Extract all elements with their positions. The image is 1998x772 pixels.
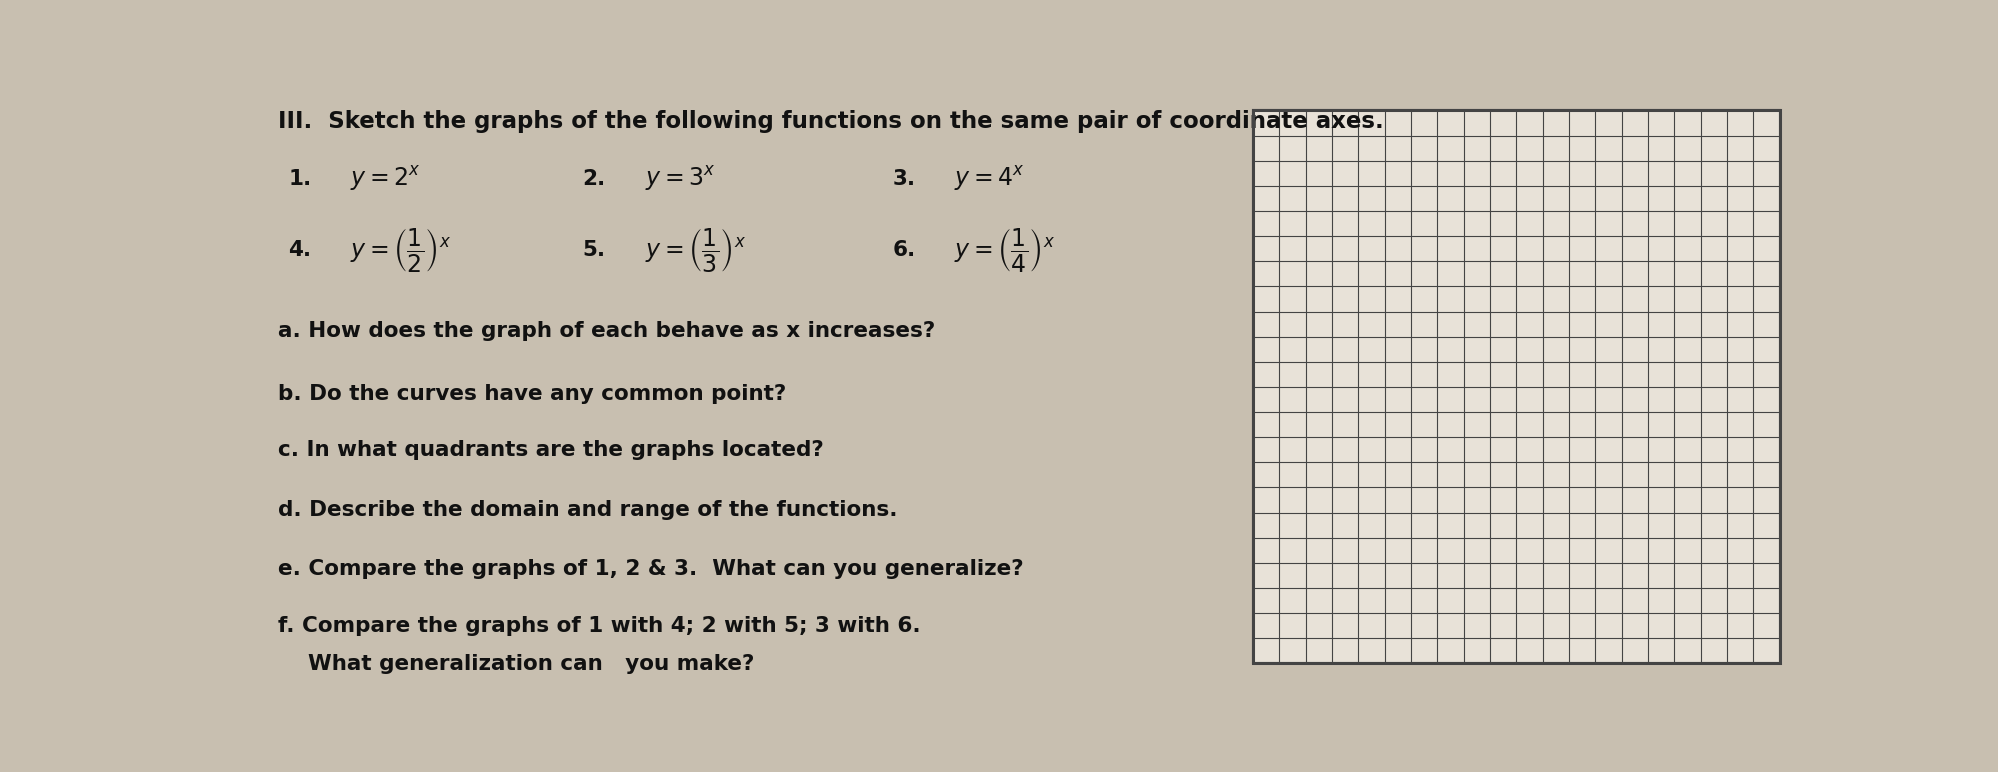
Text: $y = \left(\dfrac{1}{3}\right)^x$: $y = \left(\dfrac{1}{3}\right)^x$ xyxy=(645,226,745,274)
Text: What generalization can   you make?: What generalization can you make? xyxy=(278,655,753,675)
Text: III.  Sketch the graphs of the following functions on the same pair of coordinat: III. Sketch the graphs of the following … xyxy=(278,110,1383,134)
Text: $y = \left(\dfrac{1}{2}\right)^x$: $y = \left(\dfrac{1}{2}\right)^x$ xyxy=(350,226,452,274)
Text: 2.: 2. xyxy=(583,169,605,189)
Text: $y = 2^x$: $y = 2^x$ xyxy=(350,164,422,193)
Text: c. In what quadrants are the graphs located?: c. In what quadrants are the graphs loca… xyxy=(278,440,823,460)
Text: e. Compare the graphs of 1, 2 & 3.  What can you generalize?: e. Compare the graphs of 1, 2 & 3. What … xyxy=(278,559,1023,579)
Text: 4.: 4. xyxy=(288,240,312,260)
Text: $y = 3^x$: $y = 3^x$ xyxy=(645,164,715,193)
Text: $y = 4^x$: $y = 4^x$ xyxy=(955,164,1025,193)
Text: 5.: 5. xyxy=(583,240,605,260)
Text: 6.: 6. xyxy=(893,240,915,260)
Text: $y = \left(\dfrac{1}{4}\right)^x$: $y = \left(\dfrac{1}{4}\right)^x$ xyxy=(955,226,1055,274)
Text: 3.: 3. xyxy=(893,169,915,189)
Text: a. How does the graph of each behave as x increases?: a. How does the graph of each behave as … xyxy=(278,321,935,341)
Text: b. Do the curves have any common point?: b. Do the curves have any common point? xyxy=(278,384,785,404)
Text: d. Describe the domain and range of the functions.: d. Describe the domain and range of the … xyxy=(278,499,897,520)
Bar xyxy=(1253,110,1780,663)
Text: 1.: 1. xyxy=(288,169,312,189)
Text: f. Compare the graphs of 1 with 4; 2 with 5; 3 with 6.: f. Compare the graphs of 1 with 4; 2 wit… xyxy=(278,616,921,636)
Bar xyxy=(1253,110,1780,663)
